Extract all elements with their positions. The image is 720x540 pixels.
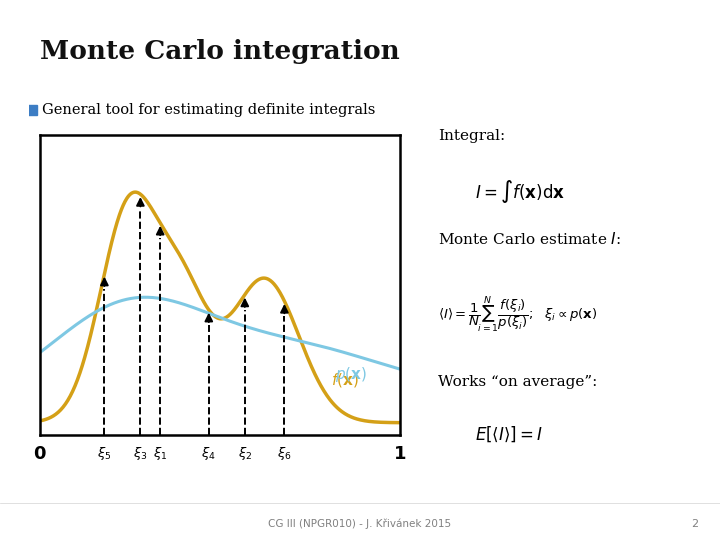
Text: Works “on average”:: Works “on average”: xyxy=(438,375,597,389)
Text: $\mathbf{0}$: $\mathbf{0}$ xyxy=(33,444,46,463)
Text: 2: 2 xyxy=(691,518,698,529)
Text: $p(\mathbf{x})$: $p(\mathbf{x})$ xyxy=(335,365,367,384)
Text: $E[\langle I\rangle] = I$: $E[\langle I\rangle] = I$ xyxy=(475,424,544,444)
Text: $\xi_2$: $\xi_2$ xyxy=(238,445,252,462)
Text: $\xi_3$: $\xi_3$ xyxy=(133,445,148,462)
Text: Monte Carlo estimate $I$:: Monte Carlo estimate $I$: xyxy=(438,231,621,247)
Text: $I = \int f(\mathbf{x})\mathrm{d}\mathbf{x}$: $I = \int f(\mathbf{x})\mathrm{d}\mathbf… xyxy=(475,178,565,206)
Text: $\langle I\rangle = \dfrac{1}{N}\!\sum_{i=1}^{N}\dfrac{f(\xi_i)}{p(\xi_i)};\ \ \: $\langle I\rangle = \dfrac{1}{N}\!\sum_{… xyxy=(438,294,597,335)
Text: $\xi_1$: $\xi_1$ xyxy=(153,445,168,462)
Text: $f(\mathbf{x})$: $f(\mathbf{x})$ xyxy=(331,371,359,389)
Text: CG III (NPGR010) - J. Křivánek 2015: CG III (NPGR010) - J. Křivánek 2015 xyxy=(269,518,451,529)
Text: $\xi_4$: $\xi_4$ xyxy=(202,445,216,462)
Text: $\xi_5$: $\xi_5$ xyxy=(97,445,112,462)
Text: General tool for estimating definite integrals: General tool for estimating definite int… xyxy=(42,103,375,117)
Text: $\mathbf{1}$: $\mathbf{1}$ xyxy=(393,444,406,463)
Text: Monte Carlo integration: Monte Carlo integration xyxy=(40,39,400,64)
Text: Integral:: Integral: xyxy=(438,130,505,143)
Text: $\xi_6$: $\xi_6$ xyxy=(277,445,292,462)
